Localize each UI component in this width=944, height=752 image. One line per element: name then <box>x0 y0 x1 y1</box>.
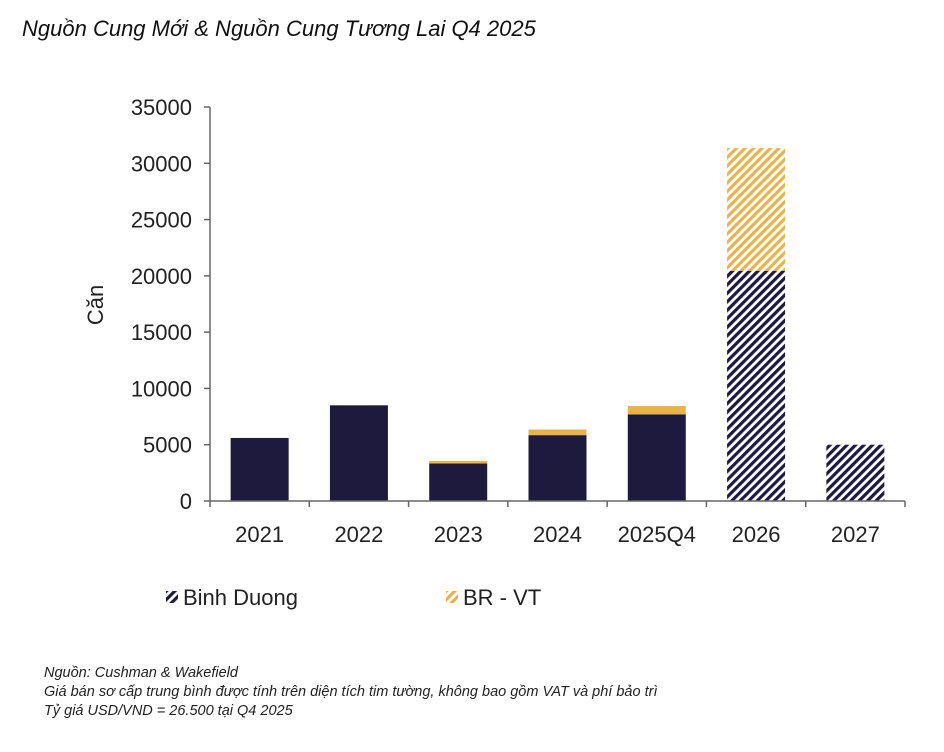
y-tick-label: 10000 <box>131 376 192 401</box>
y-tick-label: 35000 <box>131 95 192 120</box>
bar-binh-duong-2025Q4 <box>627 414 686 501</box>
legend-label: BR - VT <box>463 585 541 610</box>
bar-binh-duong-2021 <box>230 437 289 501</box>
y-tick-label: 20000 <box>131 264 192 289</box>
bar-br-vt-2025Q4 <box>627 405 686 415</box>
source-note: Nguồn: Cushman & Wakefield <box>44 665 238 681</box>
x-tick-label: 2022 <box>334 522 383 547</box>
x-tick-label: 2024 <box>533 522 582 547</box>
legend-label: Binh Duong <box>183 585 298 610</box>
chart-title: Nguồn Cung Mới & Nguồn Cung Tương Lai Q4… <box>22 16 536 41</box>
x-tick-label: 2025Q4 <box>618 522 696 547</box>
footnotes: Nguồn: Cushman & Wakefield Giá bán sơ cấ… <box>44 664 657 721</box>
y-axis-label: Căn <box>83 285 108 325</box>
legend-swatch-br-vt <box>446 591 458 603</box>
bar-br-vt-2024 <box>528 429 587 436</box>
bar-binh-duong-2026 <box>727 270 786 501</box>
y-tick-label: 15000 <box>131 320 192 345</box>
y-tick-label: 5000 <box>143 433 192 458</box>
bar-binh-duong-2023 <box>429 463 488 501</box>
y-tick-label: 0 <box>180 489 192 514</box>
bar-chart: 2021 2022 2023 2024 2025Q4 2026 2027 0 5000 10000… <box>83 95 906 610</box>
legend-swatch-binh-duong <box>166 591 178 603</box>
x-tick-label: 2027 <box>831 522 880 547</box>
price-note: Giá bán sơ cấp trung bình được tính trên… <box>44 684 658 700</box>
y-tick-label: 25000 <box>131 208 192 233</box>
bar-br-vt-2023 <box>429 460 488 464</box>
bar-binh-duong-2022 <box>329 405 388 501</box>
x-tick-label: 2023 <box>434 522 483 547</box>
y-tick-label: 30000 <box>131 151 192 176</box>
bar-binh-duong-2024 <box>528 435 587 501</box>
bar-binh-duong-2027 <box>826 444 885 501</box>
bar-br-vt-2026 <box>727 148 786 271</box>
exchange-rate-note: Tỷ giá USD/VND = 26.500 tại Q4 2025 <box>44 703 293 719</box>
x-tick-label: 2021 <box>235 522 284 547</box>
x-tick-label: 2026 <box>732 522 781 547</box>
